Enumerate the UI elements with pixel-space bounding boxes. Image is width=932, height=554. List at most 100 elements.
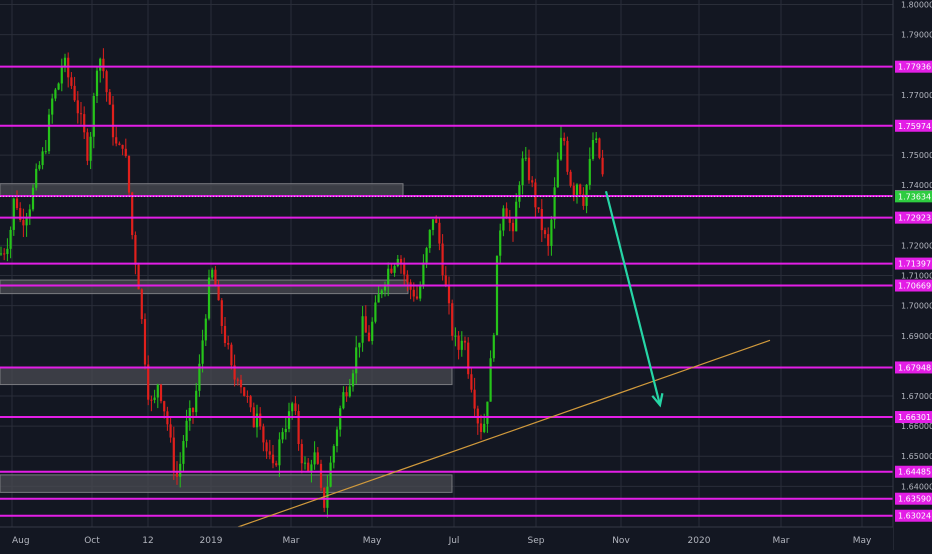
candle-body <box>143 319 147 365</box>
candle <box>511 219 515 242</box>
candle <box>95 66 99 104</box>
candle-body <box>150 399 153 401</box>
candle <box>246 390 249 403</box>
level-tag <box>895 509 932 522</box>
candle-body <box>486 401 489 424</box>
candle <box>550 216 553 256</box>
candle-body <box>595 138 598 141</box>
candle <box>316 447 319 465</box>
candle-body <box>390 268 393 273</box>
candle-body <box>358 342 361 348</box>
zone-box <box>0 366 453 386</box>
candle-body <box>271 454 275 464</box>
candle-body <box>326 486 329 508</box>
candle-body <box>556 159 559 188</box>
candle <box>0 246 3 256</box>
candle <box>377 285 380 303</box>
candle <box>467 337 470 379</box>
candle-body <box>303 462 307 464</box>
candle-body <box>495 255 499 336</box>
candle-body <box>422 262 425 287</box>
candle-body <box>431 219 435 230</box>
candle <box>524 146 527 162</box>
x-tick-label: May <box>363 536 382 546</box>
candle <box>569 169 572 188</box>
candle-body <box>444 275 447 287</box>
candle <box>454 327 457 347</box>
level-tag-label: 1.63590 <box>898 495 931 504</box>
candle <box>227 335 230 350</box>
candle <box>415 286 419 300</box>
candle-body <box>345 392 348 397</box>
candle <box>92 92 95 149</box>
candle <box>527 149 531 184</box>
candle-body <box>172 437 175 473</box>
candle-body <box>467 342 470 375</box>
candle-body <box>364 316 367 333</box>
candle <box>115 126 118 147</box>
candle-body <box>63 57 67 67</box>
candle-body <box>25 218 28 226</box>
candle-body <box>207 277 211 319</box>
candle <box>118 141 121 146</box>
candle <box>534 178 537 219</box>
candle-body <box>86 132 89 161</box>
level-tag-label: 1.71397 <box>898 260 931 269</box>
candle <box>15 190 19 210</box>
candle <box>575 183 579 204</box>
candle-body <box>9 229 12 249</box>
candle <box>335 426 339 453</box>
candle <box>121 144 124 156</box>
candle <box>543 227 547 239</box>
candle-body <box>35 168 38 188</box>
candle-body <box>249 396 252 408</box>
candle-body <box>540 208 543 231</box>
candle-body <box>124 148 127 156</box>
candle <box>278 432 281 477</box>
candle <box>124 138 127 158</box>
candle <box>307 458 310 473</box>
candle-body <box>259 413 262 427</box>
candle <box>358 342 361 358</box>
candle <box>428 229 431 253</box>
candle-body <box>566 140 569 172</box>
candle-body <box>115 137 118 144</box>
zone-box <box>0 474 453 493</box>
candle <box>515 193 518 232</box>
candle-body <box>105 71 108 93</box>
candle-body <box>159 384 163 402</box>
candle-body <box>246 395 249 397</box>
candle <box>41 147 44 170</box>
candle-body <box>57 83 60 90</box>
candle <box>22 208 25 238</box>
candle <box>297 404 300 451</box>
x-tick-label: May <box>853 536 872 546</box>
candle <box>147 355 150 406</box>
candle-body <box>220 300 223 326</box>
candle <box>591 132 595 161</box>
candle <box>239 374 243 394</box>
price-axis-panel <box>893 0 932 550</box>
candle-body <box>534 182 537 208</box>
candle-body <box>518 185 521 202</box>
candle <box>76 91 79 124</box>
candle-body <box>284 428 287 433</box>
candle-body <box>307 462 310 472</box>
candle-body <box>332 446 335 463</box>
level-tag-label: 1.66301 <box>898 413 931 422</box>
candle-body <box>239 379 243 388</box>
candle-body <box>316 452 319 464</box>
candle-body <box>294 403 297 412</box>
candle <box>156 383 159 409</box>
candle-body <box>31 187 35 210</box>
candle-body <box>361 316 364 343</box>
candle-body <box>572 185 575 196</box>
candle-body <box>428 229 431 249</box>
projection-arrow-head <box>651 393 664 408</box>
candle-body <box>275 463 278 466</box>
candle-body <box>492 335 495 359</box>
candle <box>220 298 223 334</box>
candle-body <box>355 347 358 374</box>
